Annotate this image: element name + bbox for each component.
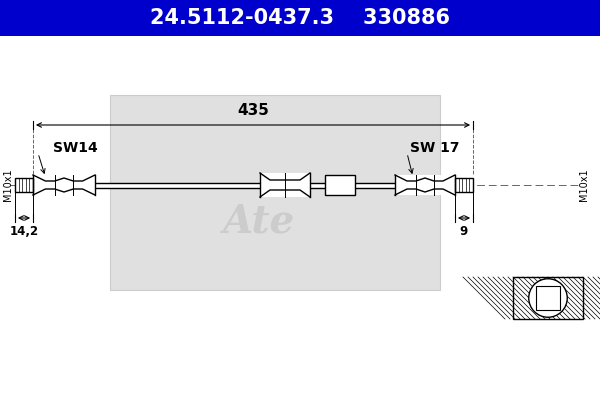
Bar [536, 286, 560, 310]
Circle shape [529, 279, 567, 317]
Text: M10x1: M10x1 [3, 169, 13, 201]
Text: M10x1: M10x1 [579, 169, 589, 201]
Bar [33, 175, 95, 195]
Bar [513, 277, 583, 319]
Bar [15, 178, 33, 192]
Text: SW 17: SW 17 [410, 141, 460, 155]
Bar [15, 178, 33, 192]
Text: 14,2: 14,2 [10, 225, 38, 238]
Bar [260, 173, 310, 197]
Bar [110, 95, 440, 290]
Bar [395, 175, 455, 195]
Bar [0, 0, 600, 36]
Bar [455, 178, 473, 192]
Bar [325, 175, 355, 195]
Text: Ate: Ate [223, 203, 295, 241]
Bar [95, 182, 465, 188]
Text: SW14: SW14 [53, 141, 97, 155]
Bar [513, 277, 583, 319]
Text: 435: 435 [237, 103, 269, 118]
Text: 9: 9 [460, 225, 468, 238]
Text: 24.5112-0437.3    330886: 24.5112-0437.3 330886 [150, 8, 450, 28]
Bar [455, 178, 473, 192]
Bar [325, 175, 355, 195]
